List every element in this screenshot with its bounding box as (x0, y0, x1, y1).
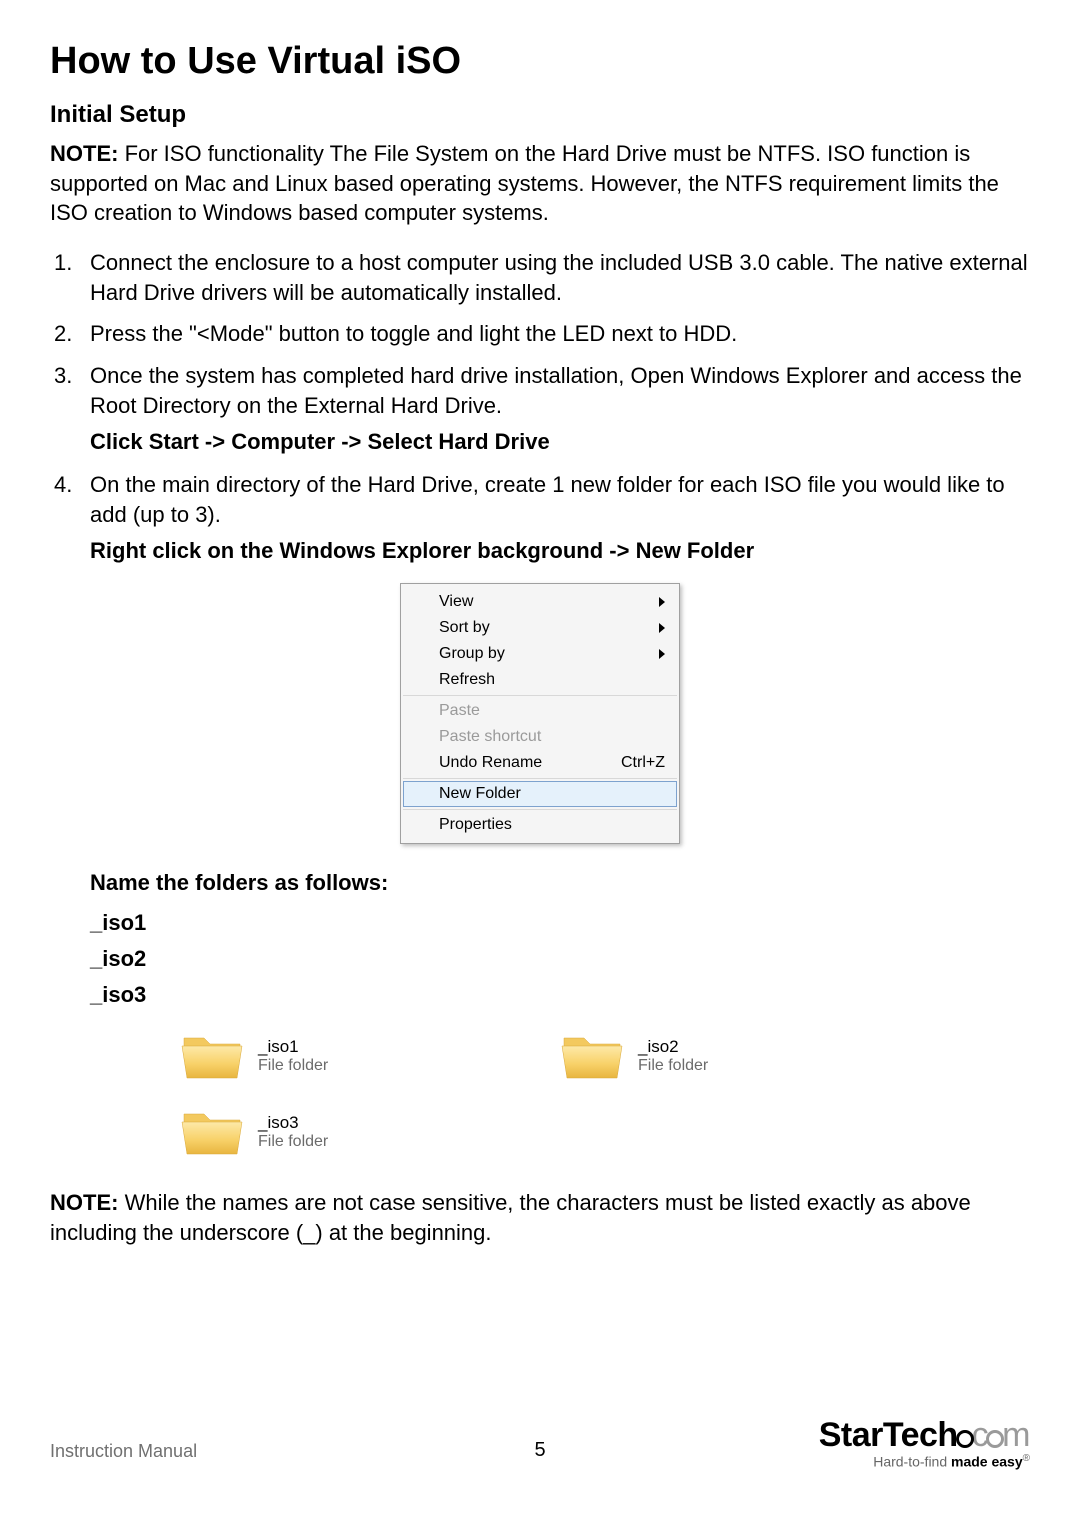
menu-label: View (439, 593, 473, 611)
note-1: NOTE: For ISO functionality The File Sys… (50, 139, 1030, 228)
folder-item-iso3[interactable]: _iso3 File folder (180, 1106, 520, 1158)
folder-name-2: _iso2 (90, 946, 1030, 972)
folder-type: File folder (258, 1057, 328, 1075)
menu-item-new-folder[interactable]: New Folder (403, 781, 677, 807)
brand-name-3: m (1002, 1416, 1030, 1454)
steps-list: Connect the enclosure to a host computer… (50, 248, 1030, 565)
step-4: On the main directory of the Hard Drive,… (50, 470, 1030, 565)
brand-dot-icon (956, 1430, 974, 1448)
step-3-text: Once the system has completed hard drive… (90, 363, 1022, 418)
menu-item-paste: Paste (403, 698, 677, 724)
page-footer: Instruction Manual 5 StarTechcm Hard-to-… (50, 1382, 1030, 1462)
folder-name-1: _iso1 (90, 910, 1030, 936)
folder-item-iso1[interactable]: _iso1 File folder (180, 1030, 520, 1082)
step-1: Connect the enclosure to a host computer… (50, 248, 1030, 307)
menu-item-group-by[interactable]: Group by (403, 641, 677, 667)
step-4-path: Right click on the Windows Explorer back… (90, 536, 1030, 566)
folder-icon (560, 1030, 624, 1082)
note-2: NOTE: While the names are not case sensi… (50, 1188, 1030, 1247)
step-2: Press the "<Mode" button to toggle and l… (50, 319, 1030, 349)
submenu-arrow-icon (659, 623, 665, 633)
page-title: How to Use Virtual iSO (50, 40, 1030, 83)
tagline-pre: Hard-to-find (873, 1454, 951, 1470)
section-subtitle: Initial Setup (50, 101, 1030, 129)
folder-item-iso2[interactable]: _iso2 File folder (560, 1030, 900, 1082)
step-3: Once the system has completed hard drive… (50, 361, 1030, 456)
tagline-bold: made easy (951, 1454, 1023, 1470)
step-3-path: Click Start -> Computer -> Select Hard D… (90, 427, 1030, 457)
folder-label: _iso2 (638, 1037, 708, 1057)
folder-label: _iso1 (258, 1037, 328, 1057)
context-menu: View Sort by Group by Refresh Paste Past… (400, 583, 680, 844)
menu-label: Paste (439, 702, 480, 720)
page-number: 5 (534, 1439, 545, 1462)
menu-label: Paste shortcut (439, 728, 541, 746)
menu-item-refresh[interactable]: Refresh (403, 667, 677, 693)
footer-label: Instruction Manual (50, 1441, 197, 1462)
menu-label: Undo Rename (439, 754, 542, 772)
registered-mark: ® (1023, 1453, 1030, 1464)
note-text: For ISO functionality The File System on… (50, 141, 999, 225)
menu-label: Sort by (439, 619, 490, 637)
menu-item-sort-by[interactable]: Sort by (403, 615, 677, 641)
submenu-arrow-icon (659, 597, 665, 607)
menu-label: Group by (439, 645, 505, 663)
menu-label: New Folder (439, 785, 521, 803)
menu-item-properties[interactable]: Properties (403, 812, 677, 838)
name-folders-label: Name the folders as follows: (90, 870, 1030, 896)
note-label: NOTE: (50, 1190, 118, 1215)
menu-item-undo-rename[interactable]: Undo Rename Ctrl+Z (403, 750, 677, 776)
step-4-text: On the main directory of the Hard Drive,… (90, 472, 1005, 527)
folder-type: File folder (638, 1057, 708, 1075)
menu-item-view[interactable]: View (403, 589, 677, 615)
folder-icons-grid: _iso1 File folder _iso2 File folder _iso… (180, 1030, 900, 1158)
folder-icon (180, 1106, 244, 1158)
folder-name-3: _iso3 (90, 982, 1030, 1008)
menu-label: Properties (439, 816, 512, 834)
menu-item-paste-shortcut: Paste shortcut (403, 724, 677, 750)
folder-type: File folder (258, 1133, 328, 1151)
note-text: While the names are not case sensitive, … (50, 1190, 971, 1245)
submenu-arrow-icon (659, 649, 665, 659)
menu-shortcut: Ctrl+Z (621, 754, 665, 772)
brand-name-1: StarTech (819, 1416, 958, 1454)
menu-label: Refresh (439, 671, 495, 689)
folder-icon (180, 1030, 244, 1082)
folder-names-list: _iso1 _iso2 _iso3 (90, 910, 1030, 1008)
folder-label: _iso3 (258, 1113, 328, 1133)
note-label: NOTE: (50, 141, 118, 166)
brand-logo: StarTechcm Hard-to-find made easy® (819, 1416, 1030, 1470)
